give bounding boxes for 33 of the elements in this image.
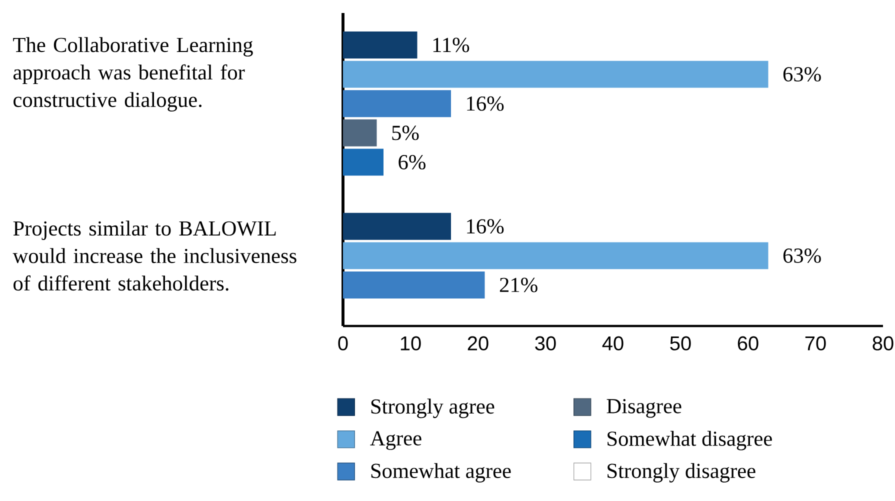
legend-label: Somewhat disagree <box>608 430 772 450</box>
data-label: 6% <box>398 154 426 170</box>
legend-label: Strongly disagree <box>608 463 756 482</box>
legend-label: Strongly agree <box>371 398 494 418</box>
legend-label: Agree <box>370 431 422 450</box>
data-label: 63% <box>783 248 821 263</box>
data-label: 16% <box>467 96 504 111</box>
bar <box>343 242 768 270</box>
x-tick-label: 70 <box>805 336 826 350</box>
data-label: 5% <box>392 126 419 140</box>
bar <box>343 32 418 58</box>
bar <box>343 148 384 176</box>
y-tick-label: The Collaborative Learning approach was benefital for constructive dialogue. <box>13 37 253 112</box>
x-tick-label: 0 <box>338 336 348 350</box>
bar <box>343 272 485 298</box>
data-label: 21% <box>500 278 538 292</box>
y-tick-label: Projects similar to BALOWIL would increase the inclusiveness of different stakeholders. <box>12 220 296 291</box>
legend-label: Disagree <box>606 399 682 418</box>
x-tick-label: 10 <box>400 336 421 350</box>
bar <box>343 212 451 240</box>
x-tick-label: 80 <box>872 336 894 350</box>
bar <box>343 90 451 118</box>
data-label: 63% <box>783 67 821 82</box>
x-tick-label: 40 <box>602 336 624 350</box>
x-tick-label: 60 <box>738 336 758 350</box>
data-label: 11% <box>433 38 470 52</box>
bar <box>343 119 377 146</box>
data-label: 16% <box>467 219 504 234</box>
x-tick-label: 50 <box>670 336 691 350</box>
legend-label: Somewhat agree <box>371 463 511 482</box>
bar <box>343 60 768 88</box>
x-tick-label: 30 <box>535 336 556 350</box>
x-tick-label: 20 <box>468 336 488 350</box>
